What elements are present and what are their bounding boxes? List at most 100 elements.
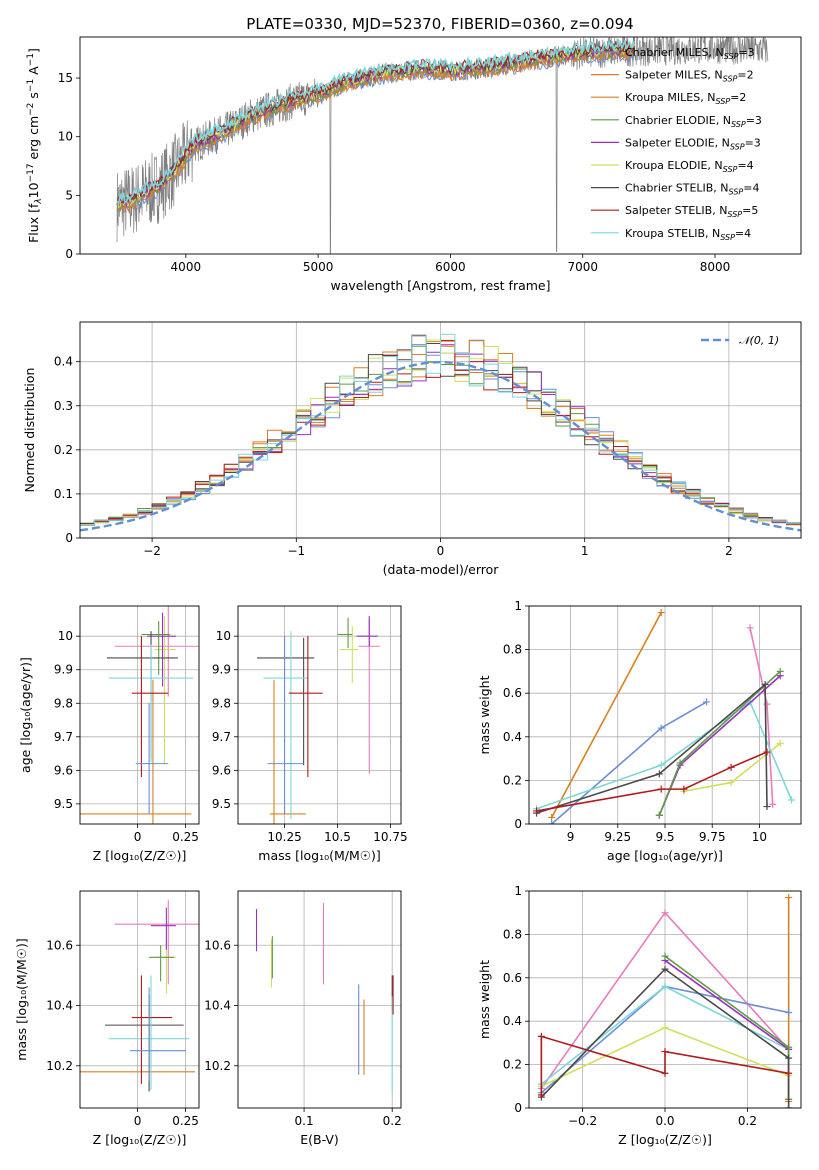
y-tick-label: 0.4 (503, 1014, 522, 1028)
x-tick-label: 0 (437, 544, 445, 558)
legend-label: Kroupa ELODIE, NSSP=4 (625, 159, 754, 174)
y-axis-label: Normed distribution (22, 368, 37, 493)
series-marker (746, 624, 754, 632)
x-tick-label: 10 (752, 830, 767, 844)
series-marker (661, 909, 669, 917)
x-tick-label: 9 (567, 830, 575, 844)
data-point (154, 616, 176, 764)
y-axis-label: mass weight (477, 960, 492, 1039)
plot-area (537, 894, 793, 1108)
y-tick-label: 10.6 (46, 938, 73, 952)
series-marker (661, 952, 669, 960)
model-spectrum-line (116, 48, 636, 213)
data-point (269, 679, 306, 824)
series-marker (727, 779, 735, 787)
x-tick-label: 6000 (435, 260, 466, 274)
plot-area (80, 606, 199, 824)
plot-area (116, 37, 769, 254)
legend-label: 𝒩(0, 1) (739, 334, 779, 347)
y-axis-label: age [log₁₀(age/yr)] (18, 657, 33, 773)
x-axis-label: (data-model)/error (383, 562, 500, 577)
data-spectrum-line (116, 37, 769, 254)
axes-frame (79, 36, 802, 255)
data-point (356, 616, 378, 647)
series-marker (785, 1054, 793, 1062)
series-marker (785, 1069, 793, 1077)
data-point (141, 621, 171, 675)
data-point (149, 945, 175, 982)
y-tick-label: 0.8 (503, 643, 522, 657)
data-point (80, 679, 192, 824)
data-point (339, 626, 359, 684)
series-line (550, 612, 662, 818)
x-tick-label: 0.25 (172, 830, 199, 844)
y-tick-label: 0 (514, 1101, 522, 1115)
y-tick-label: 10.4 (204, 999, 231, 1013)
y-tick-label: 0 (65, 531, 73, 545)
series-line (749, 627, 774, 805)
data-point (263, 631, 308, 819)
series-marker (703, 698, 711, 706)
series-marker (776, 667, 784, 675)
y-tick-label: 9.8 (212, 696, 231, 710)
x-tick-label: −1 (287, 544, 305, 558)
x-tick-label: 10.5 (324, 830, 351, 844)
y-tick-label: 0.1 (54, 487, 73, 501)
figure-title: PLATE=0330, MJD=52370, FIBERID=0360, z=0… (246, 15, 633, 33)
y-axis-label: mass [log₁₀(M/M☉)] (14, 938, 29, 1060)
data-point (104, 994, 184, 1092)
plot-area (80, 900, 199, 1092)
age-vs-mass-panel: 10.25 10.5 10.75 9.5 9.6 9.7 9.8 9.9 10 mass [log… (212, 605, 408, 863)
y-tick-label: 9.7 (54, 730, 73, 744)
data-point (135, 703, 169, 814)
model-spectrum-line (116, 39, 635, 206)
series-marker (776, 739, 784, 747)
y-tick-label: 9.5 (212, 797, 231, 811)
data-point (131, 975, 173, 1084)
data-point (131, 636, 169, 778)
x-axis-label: Z [log₁₀(Z/Z☉)] (93, 848, 187, 863)
series-marker (661, 1024, 669, 1032)
residuals-panel: −2 −1 0 1 2 0 0.1 0.2 0.3 0.4 (data-model)/error No… (22, 321, 802, 577)
x-tick-label: 0.2 (738, 1114, 757, 1128)
series-marker (661, 1048, 669, 1056)
series-marker (537, 1091, 545, 1099)
grid-lines (529, 605, 801, 825)
x-tick-label: 10.75 (373, 830, 407, 844)
y-tick-label: 9.5 (54, 797, 73, 811)
x-tick-label: 0.1 (295, 1114, 314, 1128)
y-tick-label: 10.6 (204, 938, 231, 952)
weight-vs-metallicity-panel: −0.2 0.0 0.2 0 0.2 0.4 0.6 0.8 1 Z [log₁₀(Z/Z☉)] m… (477, 884, 802, 1147)
normal-curve (80, 360, 801, 532)
series-marker (657, 609, 665, 617)
data-point (257, 637, 315, 766)
x-axis-label: E(B-V) (300, 1132, 339, 1147)
series-marker (661, 1069, 669, 1077)
series-marker (763, 700, 771, 708)
series-marker (655, 770, 663, 778)
y-tick-label: 0.2 (503, 1058, 522, 1072)
grid-lines (238, 606, 401, 824)
y-tick-label: 9.6 (54, 763, 73, 777)
x-tick-label: 8000 (700, 260, 731, 274)
x-tick-label: 0.0 (655, 1114, 674, 1128)
legend-label: Chabrier MILES, NSSP=3 (625, 46, 755, 61)
data-point (114, 606, 199, 697)
series-marker (548, 813, 556, 821)
y-tick-label: 10 (216, 629, 231, 643)
series-marker (661, 982, 669, 990)
y-tick-label: 0 (65, 247, 73, 261)
x-tick-label: 0 (134, 830, 142, 844)
series-marker (727, 763, 735, 771)
legend-label: Salpeter MILES, NSSP=2 (625, 69, 754, 84)
y-tick-label: 0.8 (503, 927, 522, 941)
y-axis-label: Flux [fλ10−17 erg cm−2 s−1 A−1] (26, 48, 44, 243)
y-tick-label: 0.3 (54, 399, 73, 413)
y-tick-label: 1 (514, 599, 522, 613)
legend-label: Kroupa STELIB, NSSP=4 (625, 227, 751, 242)
legend-label: Salpeter ELODIE, NSSP=3 (625, 136, 761, 151)
data-point (114, 900, 199, 985)
series-marker (763, 803, 771, 811)
plot-area (257, 616, 380, 824)
